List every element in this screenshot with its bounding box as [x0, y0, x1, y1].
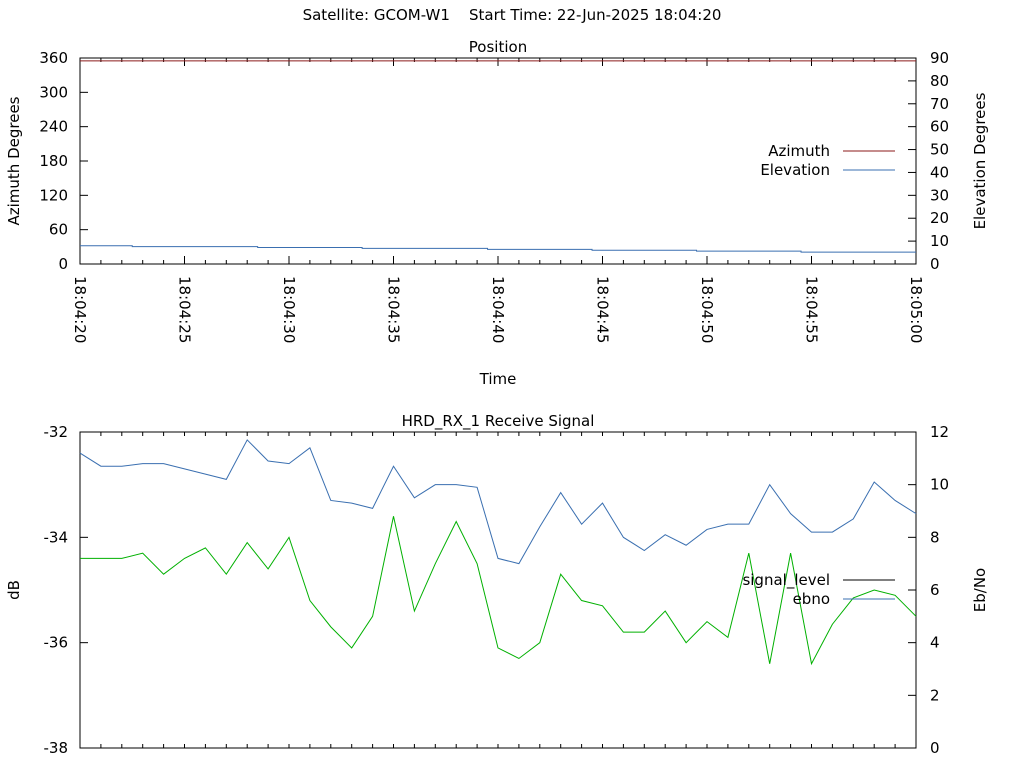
signal-level-series-line [79, 439, 917, 565]
chart0-title: Position [469, 38, 527, 56]
chart0-y2-tick-label: 30 [930, 186, 949, 204]
chart0-y2-tick-label: 0 [930, 255, 940, 273]
chart0-y2-tick-label: 40 [930, 163, 949, 181]
chart1-y-tick-label: -38 [44, 739, 69, 757]
start-time-label: Start Time: 22-Jun-2025 18:04:20 [468, 6, 722, 24]
chart0-x-tick-label: 18:04:25 [176, 276, 194, 343]
chart1-y2-tick-label: 0 [930, 739, 940, 757]
chart1-y2-tick-label: 6 [930, 581, 940, 599]
satellite-label: Satellite: GCOM-W1 [302, 6, 450, 24]
chart1-y2-tick-label: 12 [930, 423, 949, 441]
chart0-x-tick-label: 18:04:50 [698, 276, 716, 343]
legend-azimuth-label: Azimuth [768, 142, 830, 160]
chart0-y-tick-label: 240 [39, 118, 68, 136]
chart0-y-tick-label: 360 [39, 49, 68, 67]
chart0-y2-tick-label: 10 [930, 232, 949, 250]
chart0-y-tick-label: 60 [49, 221, 68, 239]
chart0-x-axis-label: Time [479, 370, 517, 388]
legend-elevation-label: Elevation [760, 161, 830, 179]
chart0-x-tick-label: 18:04:30 [280, 276, 298, 343]
page-title: Satellite: GCOM-W1 Start Time: 22-Jun-20… [0, 6, 1024, 24]
chart0-y-axis-label: Azimuth Degrees [5, 96, 23, 225]
chart1-y2-tick-label: 4 [930, 634, 940, 652]
chart0-y-tick-label: 120 [39, 186, 68, 204]
chart0-y2-tick-label: 80 [930, 72, 949, 90]
chart0-y-tick-label: 180 [39, 152, 68, 170]
chart1-plot-frame [79, 431, 917, 749]
chart1-y-tick-label: -34 [44, 528, 69, 546]
chart1-y2-axis-label: Eb/No [971, 568, 989, 612]
chart0-x-tick-label: 18:04:35 [385, 276, 403, 343]
chart0-x-tick-label: 18:04:20 [71, 276, 89, 343]
legend-ebno-label: ebno [793, 590, 830, 608]
chart1-y2-tick-label: 10 [930, 476, 949, 494]
chart0-y2-tick-label: 70 [930, 95, 949, 113]
chart1-y-axis-label: dB [5, 580, 23, 600]
chart0-y2-tick-label: 20 [930, 209, 949, 227]
chart0-x-tick-label: 18:04:45 [594, 276, 612, 343]
chart0-x-tick-label: 18:04:40 [489, 276, 507, 343]
chart1-y2-tick-label: 8 [930, 528, 940, 546]
ebno-series-line [80, 516, 917, 666]
chart1-y-tick-label: -32 [44, 423, 69, 441]
chart0-x-tick-label: 18:04:55 [803, 276, 821, 343]
chart1-title: HRD_RX_1 Receive Signal [402, 412, 595, 431]
chart1-y-tick-label: -36 [44, 634, 69, 652]
chart1-y2-tick-label: 2 [930, 686, 940, 704]
chart0-y2-tick-label: 90 [930, 49, 949, 67]
elevation-series-line [80, 245, 916, 253]
chart0-y2-axis-label: Elevation Degrees [971, 92, 989, 229]
chart0-y2-tick-label: 50 [930, 141, 949, 159]
chart0-y-tick-label: 0 [58, 255, 68, 273]
chart0-y2-tick-label: 60 [930, 118, 949, 136]
chart0-y-tick-label: 300 [39, 83, 68, 101]
legend-signal-level-label: signal_level [742, 571, 830, 590]
chart0-x-tick-label: 18:05:00 [907, 276, 925, 343]
